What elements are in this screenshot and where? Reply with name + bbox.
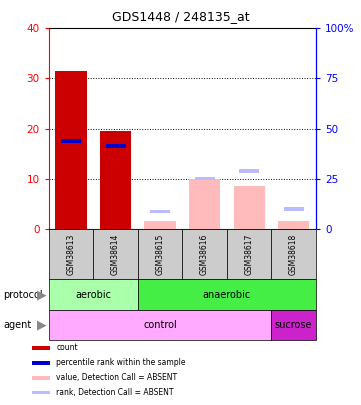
Text: GSM38618: GSM38618 [289, 234, 298, 275]
Text: GSM38616: GSM38616 [200, 233, 209, 275]
Bar [138, 229, 182, 279]
Bar [227, 229, 271, 279]
Bar [32, 391, 50, 394]
Text: percentile rank within the sample: percentile rank within the sample [56, 358, 186, 367]
Text: GSM38614: GSM38614 [111, 233, 120, 275]
Text: sucrose: sucrose [275, 320, 312, 330]
Bar [189, 179, 220, 229]
Bar [49, 229, 93, 279]
Bar [195, 177, 214, 181]
Bar [49, 279, 138, 310]
Bar [138, 279, 316, 310]
Text: anaerobic: anaerobic [203, 290, 251, 300]
Bar [150, 209, 170, 213]
Bar [105, 144, 126, 148]
Text: aerobic: aerobic [75, 290, 111, 300]
Bar [32, 376, 50, 379]
Bar [271, 310, 316, 340]
Text: GSM38617: GSM38617 [245, 233, 253, 275]
Text: count: count [56, 343, 78, 352]
Text: GSM38613: GSM38613 [66, 233, 75, 275]
Bar [278, 221, 309, 229]
Bar [144, 221, 175, 229]
Bar [284, 207, 304, 211]
Text: control: control [143, 320, 177, 330]
Bar [93, 229, 138, 279]
Bar [239, 169, 259, 173]
Text: GDS1448 / 248135_at: GDS1448 / 248135_at [112, 10, 249, 23]
Text: value, Detection Call = ABSENT: value, Detection Call = ABSENT [56, 373, 178, 382]
Bar [61, 139, 81, 143]
Text: ▶: ▶ [37, 288, 46, 301]
Text: agent: agent [4, 320, 32, 330]
Text: protocol: protocol [4, 290, 43, 300]
Bar [271, 229, 316, 279]
Text: rank, Detection Call = ABSENT: rank, Detection Call = ABSENT [56, 388, 174, 397]
Bar [56, 71, 87, 229]
Bar [32, 361, 50, 364]
Bar [100, 131, 131, 229]
Bar [182, 229, 227, 279]
Bar [32, 346, 50, 350]
Bar [234, 186, 265, 229]
Text: ▶: ▶ [37, 318, 46, 332]
Bar [49, 310, 271, 340]
Text: GSM38615: GSM38615 [156, 233, 165, 275]
